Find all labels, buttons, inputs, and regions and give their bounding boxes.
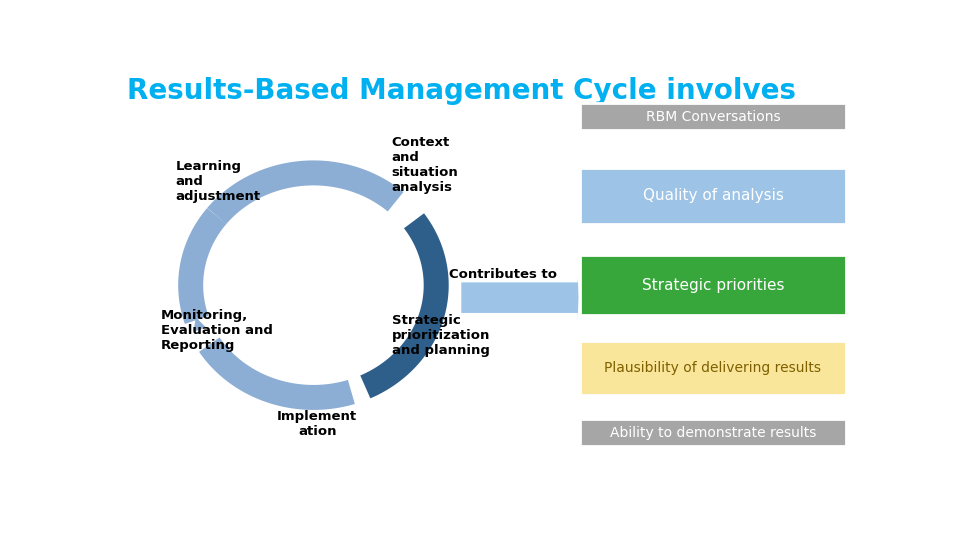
FancyBboxPatch shape [580,255,846,315]
Text: Learning
and
adjustment: Learning and adjustment [176,160,261,202]
FancyBboxPatch shape [580,419,846,446]
FancyBboxPatch shape [580,168,846,224]
Text: RBM Conversations: RBM Conversations [646,110,780,124]
FancyBboxPatch shape [580,341,846,395]
Text: Strategic priorities: Strategic priorities [641,278,784,293]
Text: Plausibility of delivering results: Plausibility of delivering results [605,361,822,375]
Text: Implement
ation: Implement ation [277,410,357,438]
Text: Contributes to: Contributes to [449,268,557,281]
Text: Quality of analysis: Quality of analysis [642,188,783,203]
Text: Ability to demonstrate results: Ability to demonstrate results [610,426,816,440]
Text: Results-Based Management Cycle involves: Results-Based Management Cycle involves [128,77,797,105]
Text: Monitoring,
Evaluation and
Reporting: Monitoring, Evaluation and Reporting [161,309,273,353]
Text: Strategic
prioritization
and planning: Strategic prioritization and planning [392,314,490,356]
FancyBboxPatch shape [580,103,846,130]
Text: Context
and
situation
analysis: Context and situation analysis [392,136,458,194]
